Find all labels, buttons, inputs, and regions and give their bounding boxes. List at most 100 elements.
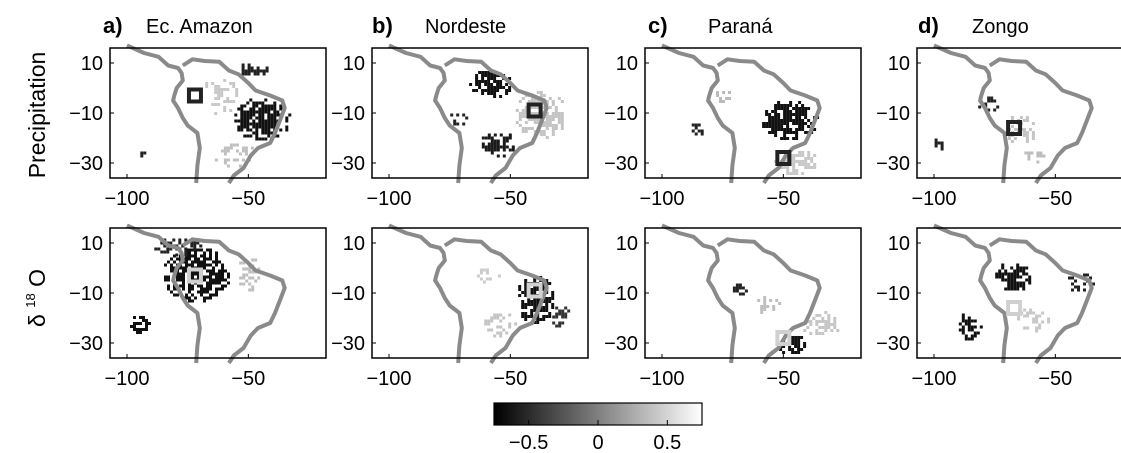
- map-cell: [530, 309, 534, 312]
- map-cell: [1071, 276, 1074, 280]
- map-cell: [493, 148, 497, 152]
- map-cell: [232, 82, 236, 85]
- map-cell: [243, 122, 247, 126]
- map-cell: [508, 136, 512, 140]
- map-cell: [792, 163, 796, 166]
- map-cell: [521, 130, 525, 133]
- map-cell: [215, 278, 218, 282]
- map-cell: [261, 116, 265, 120]
- map-cell: [200, 263, 203, 267]
- map-cell: [533, 291, 537, 294]
- map-cell: [276, 110, 280, 114]
- map-cell: [478, 86, 482, 89]
- map-cell: [163, 250, 167, 254]
- map-cell: [209, 287, 212, 291]
- map-cell: [200, 248, 203, 252]
- map-cell: [1036, 151, 1040, 155]
- map-cell: [1022, 269, 1026, 273]
- map-cell: [499, 145, 503, 149]
- map-cell: [255, 131, 259, 135]
- map-cell: [791, 342, 795, 345]
- map-cell: [801, 119, 805, 122]
- map-cell: [484, 71, 488, 74]
- map-cell: [815, 314, 819, 317]
- map-cell: [1074, 279, 1077, 283]
- map-cell: [1023, 326, 1027, 330]
- map-cell: [518, 115, 522, 118]
- map-cell: [199, 244, 203, 248]
- map-cell: [239, 261, 243, 265]
- map-cell: [178, 241, 182, 245]
- map-cell: [191, 287, 194, 291]
- map-cell: [218, 278, 221, 282]
- map-cell: [732, 289, 736, 293]
- y-tick-label: −10: [69, 283, 103, 305]
- map-cell: [203, 254, 206, 258]
- map-cell: [794, 351, 798, 354]
- map-cell: [1036, 154, 1040, 158]
- map-cell: [555, 315, 559, 319]
- map-cell: [780, 104, 784, 107]
- map-cell: [970, 334, 974, 338]
- map-cell: [722, 100, 725, 103]
- map-cell: [191, 275, 194, 279]
- map-cell: [217, 91, 221, 94]
- map-cell: [518, 124, 522, 127]
- map-cell: [824, 329, 828, 332]
- map-cell: [1032, 320, 1036, 324]
- map-cell: [1016, 263, 1020, 267]
- map-cell: [1010, 281, 1014, 285]
- coastline-east: [716, 57, 822, 185]
- y-tick-label: 10: [616, 233, 638, 255]
- map-cell: [188, 251, 191, 255]
- map-cell: [249, 98, 253, 102]
- map-cell: [478, 80, 482, 83]
- map-cell: [223, 88, 227, 91]
- map-cell: [934, 141, 938, 145]
- map-cell: [548, 115, 552, 118]
- map-cell: [697, 123, 701, 127]
- map-cell: [530, 100, 534, 103]
- map-cell: [270, 113, 274, 117]
- map-cell: [801, 163, 805, 166]
- map-cell: [813, 128, 817, 131]
- map-cell: [1023, 308, 1027, 312]
- map-cell: [218, 260, 221, 264]
- map-cell: [524, 312, 528, 315]
- map-cell: [247, 69, 251, 73]
- map-cell: [252, 113, 256, 117]
- map-cell: [482, 268, 486, 272]
- map-cell: [258, 119, 262, 123]
- map-cell: [777, 122, 781, 125]
- map-cell: [490, 83, 494, 86]
- map-cell: [795, 104, 799, 107]
- map-cell: [502, 136, 506, 140]
- map-cell: [804, 122, 808, 125]
- map-panel-d-precipitation: −100 −50 10 −10 −30: [876, 43, 1121, 210]
- map-cell: [1025, 266, 1029, 270]
- map-cell: [792, 122, 796, 125]
- map-cell: [273, 116, 277, 120]
- map-cell: [769, 299, 773, 302]
- map-cell: [273, 104, 277, 108]
- map-cell: [240, 122, 244, 126]
- map-cell: [551, 303, 555, 306]
- map-cell: [184, 250, 188, 254]
- map-cell: [251, 288, 255, 292]
- map-cell: [539, 133, 543, 136]
- map-cell: [484, 89, 488, 92]
- map-cell: [524, 115, 528, 118]
- map-cell: [521, 300, 525, 303]
- map-cell: [267, 125, 271, 129]
- map-cell: [240, 119, 244, 123]
- map-cell: [797, 342, 801, 345]
- map-cell: [243, 134, 247, 138]
- map-cell: [964, 334, 968, 338]
- y-tick-label: −10: [604, 103, 638, 125]
- map-cell: [539, 318, 543, 321]
- map-cell: [505, 139, 509, 143]
- map-cell: [235, 149, 239, 153]
- map-cell: [223, 106, 227, 109]
- map-cell: [226, 158, 230, 162]
- map-cell: [238, 164, 242, 168]
